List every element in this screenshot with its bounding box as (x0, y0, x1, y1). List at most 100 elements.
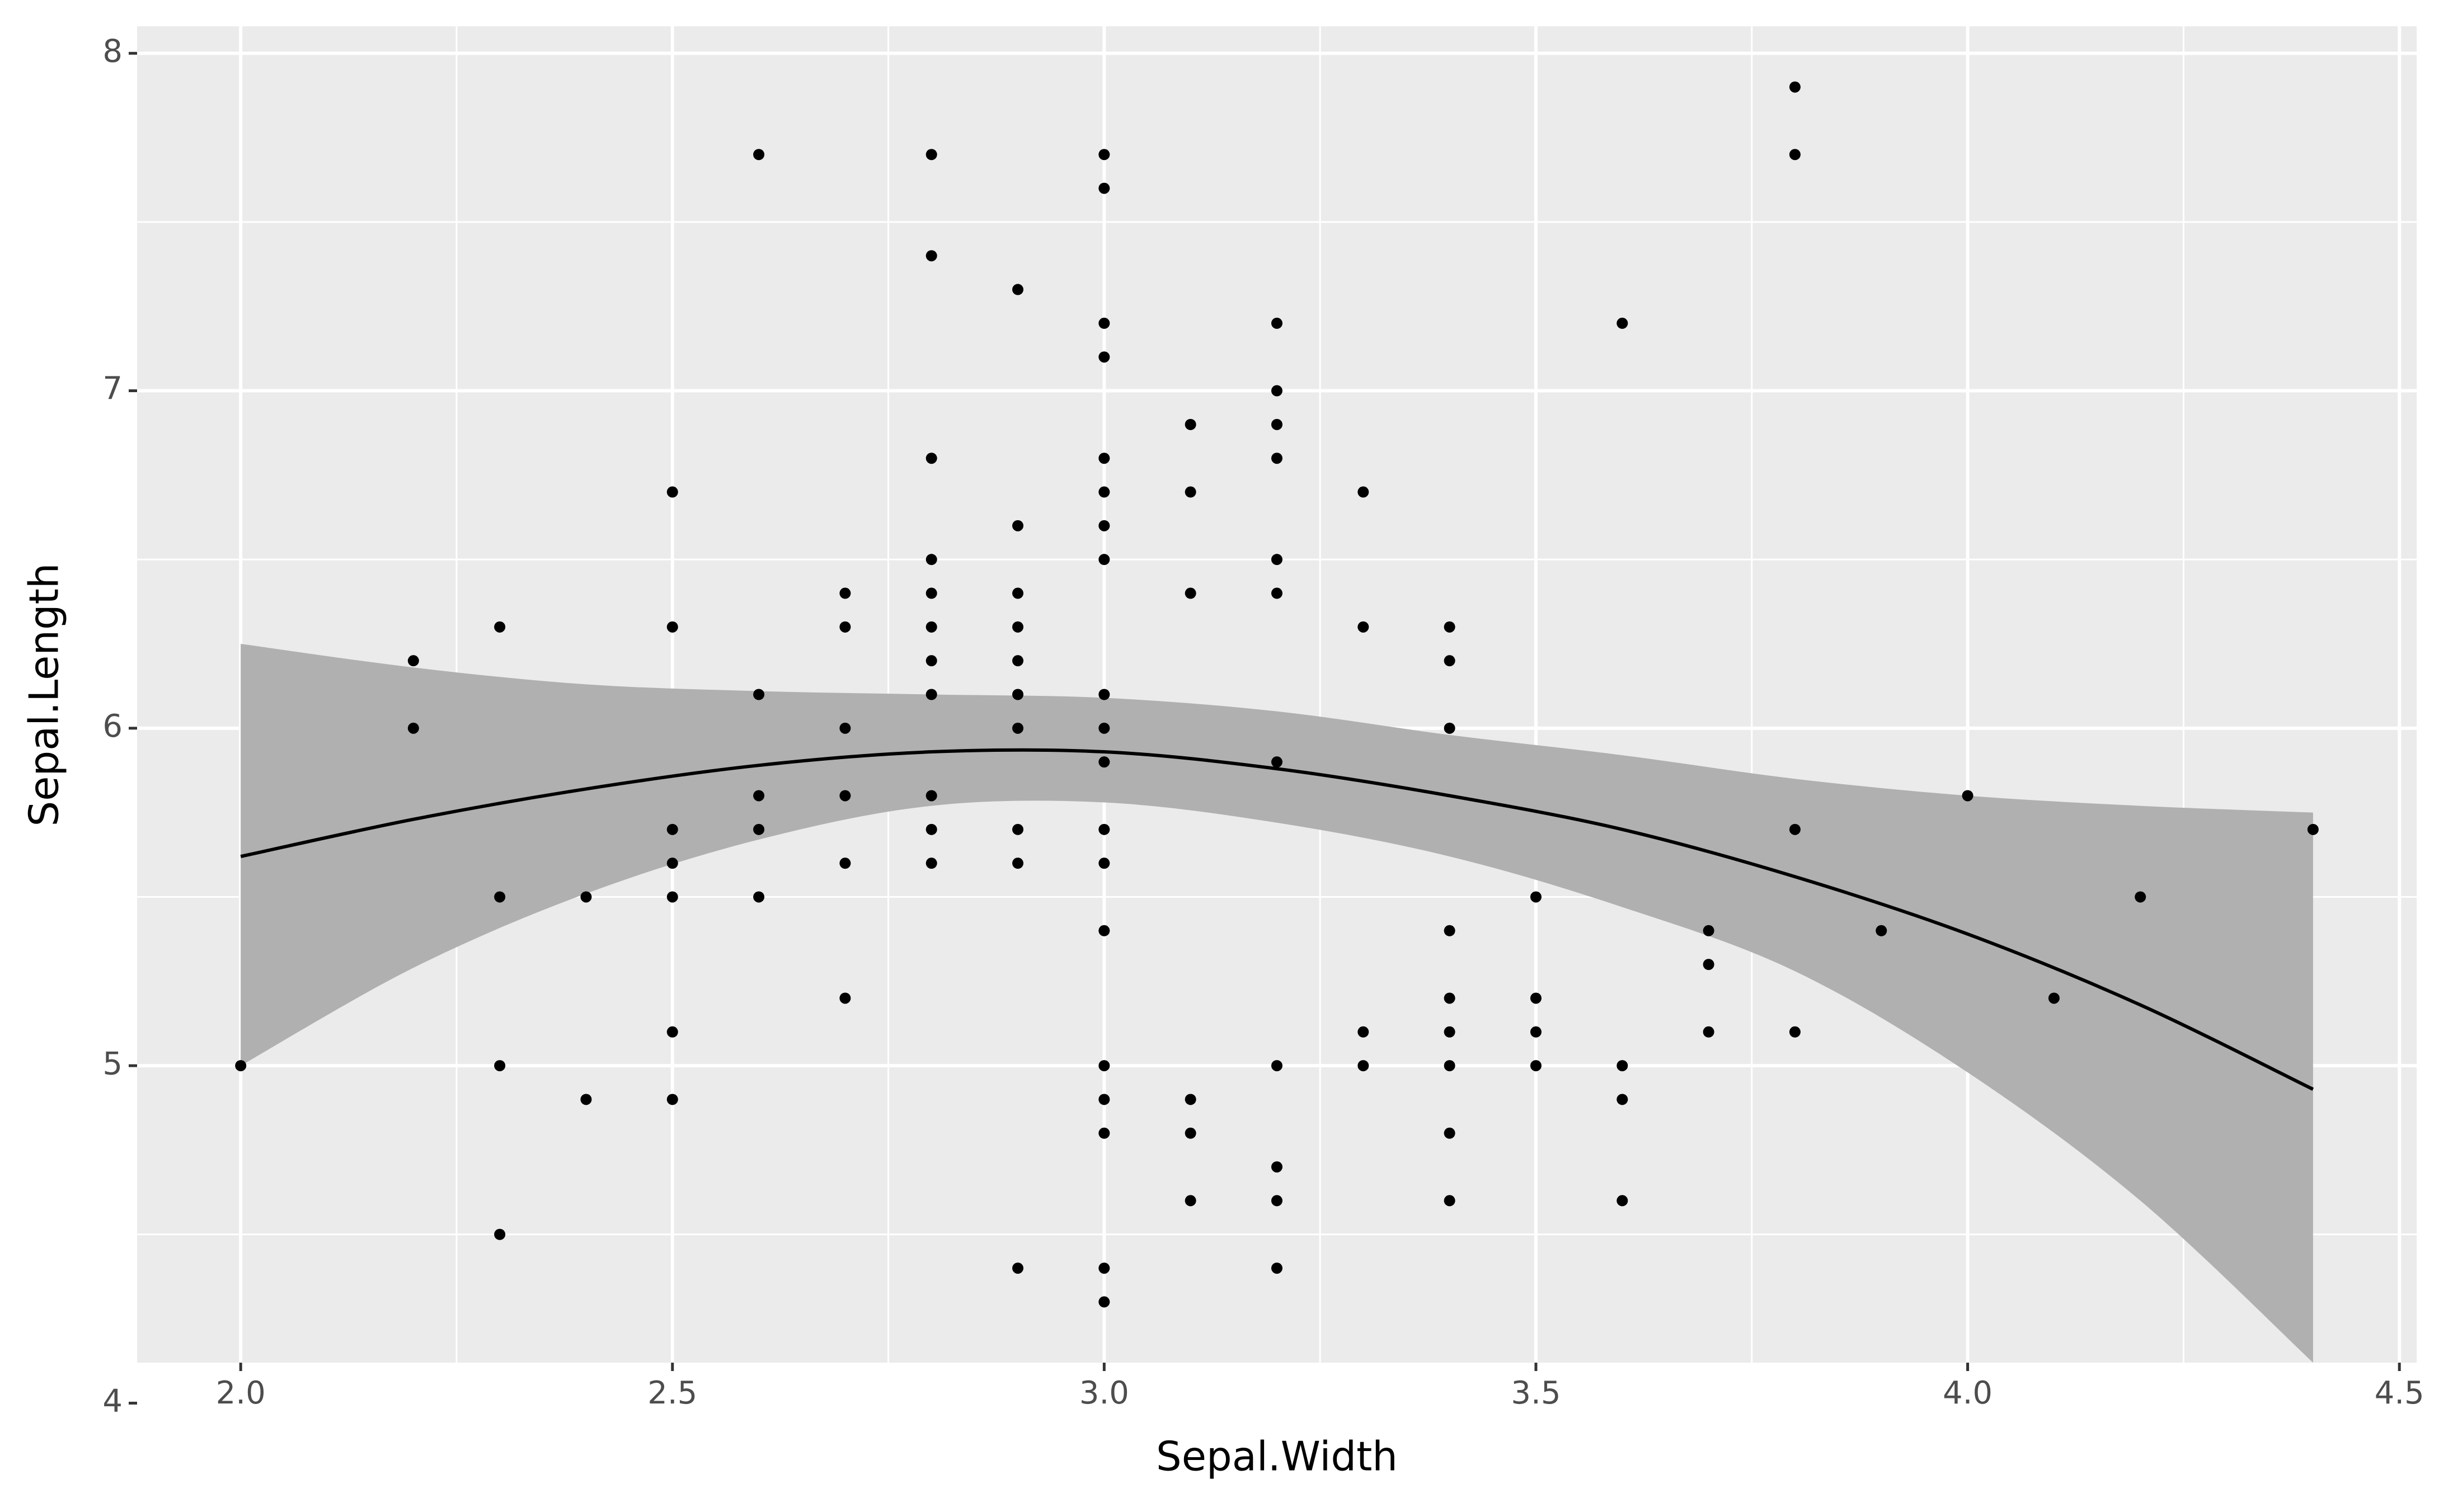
point (1703, 959, 1714, 971)
point (666, 1094, 678, 1105)
x-tick-label: 3.0 (1079, 1375, 1129, 1411)
point (1530, 891, 1542, 903)
y-axis-title: Sepal.Length (21, 563, 68, 826)
point (1444, 722, 1455, 734)
point (2307, 823, 2319, 835)
point (1012, 655, 1024, 667)
point (666, 891, 678, 903)
point (1098, 823, 1110, 835)
point (1357, 621, 1369, 633)
point (1012, 689, 1024, 700)
point (1271, 1161, 1282, 1173)
point (925, 689, 937, 700)
point (666, 858, 678, 869)
point (1271, 756, 1282, 768)
point (2048, 992, 2060, 1004)
point (925, 149, 937, 161)
points (235, 81, 2319, 1308)
point (925, 621, 937, 633)
point (1185, 1195, 1196, 1207)
point (1703, 925, 1714, 936)
point (839, 858, 851, 869)
point (753, 149, 765, 161)
point (925, 554, 937, 566)
confidence-band (241, 644, 2313, 1363)
point (1444, 992, 1455, 1004)
point (407, 722, 419, 734)
y-tick-label: 6 (102, 708, 123, 745)
point (494, 1060, 506, 1072)
point (1617, 1195, 1628, 1207)
y-tick-label: 8 (102, 33, 123, 69)
x-tick-label: 4.0 (1943, 1375, 1993, 1411)
point (1357, 1026, 1369, 1038)
point (1098, 689, 1110, 700)
x-tick-label: 4.5 (2375, 1375, 2424, 1411)
point (1271, 453, 1282, 464)
point (1271, 317, 1282, 329)
point (1098, 1094, 1110, 1105)
y-tick-label: 5 (102, 1045, 123, 1082)
point (494, 1228, 506, 1240)
point (1012, 823, 1024, 835)
point (925, 858, 937, 869)
point (1098, 317, 1110, 329)
point (1271, 418, 1282, 430)
point (235, 1060, 247, 1072)
point (1271, 587, 1282, 599)
point (839, 621, 851, 633)
point (1444, 1127, 1455, 1139)
point (1185, 1127, 1196, 1139)
x-axis-title: Sepal.Width (1156, 1433, 1398, 1480)
point (1617, 1094, 1628, 1105)
point (1357, 486, 1369, 498)
point (1098, 858, 1110, 869)
point (839, 722, 851, 734)
point (1789, 81, 1801, 93)
point (1012, 587, 1024, 599)
point (1789, 149, 1801, 161)
point (1098, 351, 1110, 363)
x-tick-label: 2.0 (216, 1375, 266, 1411)
point (1444, 1195, 1455, 1207)
point (1444, 655, 1455, 667)
point (1271, 1263, 1282, 1274)
point (1012, 858, 1024, 869)
point (1098, 1296, 1110, 1308)
point (666, 486, 678, 498)
point (925, 250, 937, 262)
point (1444, 925, 1455, 936)
point (1444, 1060, 1455, 1072)
point (1098, 182, 1110, 194)
point (1098, 925, 1110, 936)
point (925, 655, 937, 667)
point (753, 689, 765, 700)
point (1357, 1060, 1369, 1072)
point (494, 621, 506, 633)
point (1098, 554, 1110, 566)
point (1185, 418, 1196, 430)
point (1098, 149, 1110, 161)
point (1789, 823, 1801, 835)
point (1271, 554, 1282, 566)
point (753, 823, 765, 835)
point (1876, 925, 1887, 936)
point (580, 891, 592, 903)
point (666, 823, 678, 835)
point (925, 453, 937, 464)
point (1185, 486, 1196, 498)
axes: 2.0 2.5 3.0 3.5 4.0 4.5 4 5 6 7 8 (102, 33, 2424, 1419)
smooth-band-layer (241, 644, 2313, 1363)
point (580, 1094, 592, 1105)
point (753, 891, 765, 903)
point (1098, 1127, 1110, 1139)
point (1789, 1026, 1801, 1038)
point (839, 790, 851, 802)
point (1444, 1026, 1455, 1038)
point (1012, 520, 1024, 531)
point (1530, 992, 1542, 1004)
x-tick-label: 3.5 (1511, 1375, 1561, 1411)
point (1012, 1263, 1024, 1274)
point (925, 790, 937, 802)
